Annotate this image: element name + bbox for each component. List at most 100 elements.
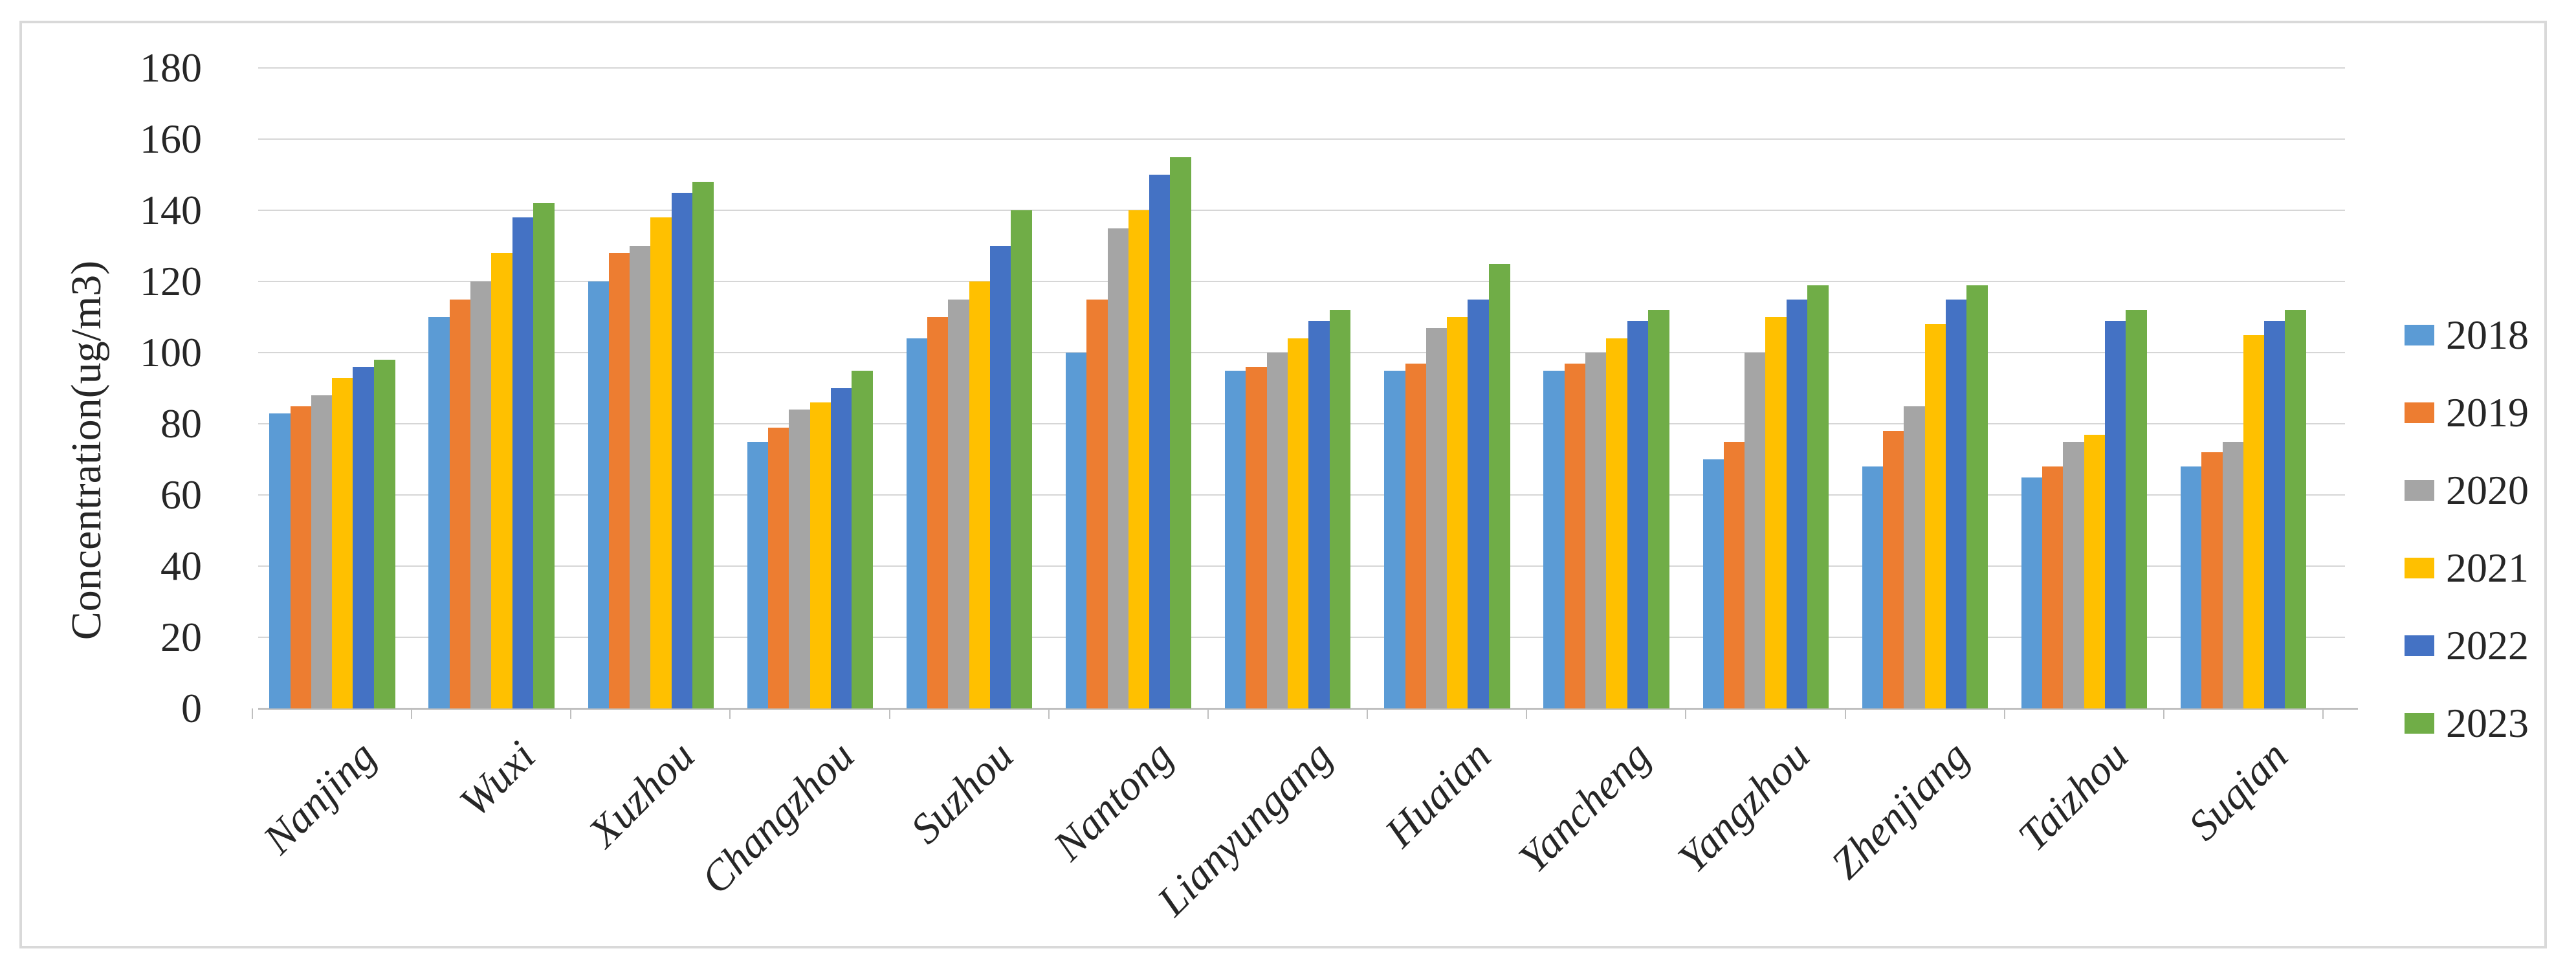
y-tick-label-40: 40 (160, 543, 202, 589)
bar-zhenjiang-2022 (1945, 299, 1967, 708)
bar-wuxi-2021 (491, 253, 513, 708)
bar-nanjing-2023 (373, 360, 395, 708)
bar-xuzhou-2019 (608, 253, 630, 708)
gridline-y-180 (258, 67, 2345, 69)
x-category-label-suqian: Suqian (2179, 732, 2297, 849)
bar-suqian-2018 (2181, 466, 2202, 708)
bar-suqian-2019 (2201, 452, 2223, 708)
x-axis-tick (570, 708, 572, 719)
bar-suqian-2023 (2285, 310, 2307, 708)
bar-nantong-2023 (1170, 157, 1192, 708)
gridline-y-120 (258, 281, 2345, 282)
bar-huaian-2021 (1447, 317, 1469, 708)
legend-label-2023: 2023 (2446, 700, 2529, 746)
bar-zhenjiang-2019 (1883, 431, 1904, 708)
x-category-label-huaian: Huaian (1376, 732, 1501, 857)
bar-suzhou-2020 (948, 299, 970, 708)
bar-yangzhou-2022 (1786, 299, 1808, 708)
y-tick-label-60: 60 (160, 472, 202, 518)
bar-lianyungang-2021 (1288, 338, 1309, 708)
bar-yancheng-2019 (1564, 363, 1586, 708)
bar-yancheng-2018 (1543, 370, 1565, 708)
legend-item-2022: 2022 (2405, 622, 2529, 668)
x-category-label-taizhou: Taizhou (2009, 732, 2138, 860)
legend-swatch-2022 (2405, 635, 2434, 656)
bar-wuxi-2022 (512, 217, 534, 708)
bar-lianyungang-2023 (1329, 310, 1351, 708)
bar-huaian-2022 (1468, 299, 1490, 708)
bar-xuzhou-2021 (650, 217, 672, 708)
y-tick-label-140: 140 (140, 187, 202, 233)
bar-huaian-2019 (1405, 363, 1427, 708)
x-axis-tick (1844, 708, 1846, 719)
gridline-y-140 (258, 210, 2345, 211)
legend-swatch-2021 (2405, 558, 2434, 578)
bar-xuzhou-2018 (588, 281, 610, 708)
x-axis-tick (2003, 708, 2005, 719)
bar-nanjing-2020 (311, 395, 333, 708)
legend-swatch-2020 (2405, 480, 2434, 501)
bar-nantong-2022 (1149, 175, 1171, 708)
legend-item-2018: 2018 (2405, 312, 2529, 358)
bar-nanjing-2018 (269, 413, 291, 708)
bar-yancheng-2021 (1606, 338, 1628, 708)
bar-changzhou-2018 (747, 441, 769, 708)
bar-yancheng-2022 (1627, 320, 1649, 708)
bar-taizhou-2021 (2084, 434, 2106, 708)
bar-yangzhou-2019 (1723, 441, 1745, 708)
bar-zhenjiang-2023 (1966, 285, 1988, 708)
x-axis-tick (1367, 708, 1369, 719)
bar-yangzhou-2018 (1702, 459, 1724, 708)
bar-lianyungang-2018 (1225, 370, 1246, 708)
legend: 2018 2019 2020 2021 2022 2023 (2405, 312, 2529, 746)
gridline-y-160 (258, 138, 2345, 140)
legend-item-2021: 2021 (2405, 547, 2529, 589)
bar-taizhou-2018 (2021, 477, 2043, 708)
chart-frame: Concentration(ug/m3) 0 20 40 60 80 100 120 140 1… (19, 21, 2547, 948)
x-category-label-zhenjiang: Zhenjiang (1822, 732, 1978, 888)
x-axis-tick (411, 708, 413, 719)
bar-yancheng-2023 (1647, 310, 1669, 708)
legend-label-2022: 2022 (2446, 622, 2529, 668)
y-tick-label-80: 80 (160, 400, 202, 446)
bar-suzhou-2022 (989, 246, 1011, 708)
bar-changzhou-2020 (789, 410, 811, 708)
y-tick-label-180: 180 (140, 45, 202, 91)
bar-huaian-2018 (1384, 370, 1406, 708)
bar-zhenjiang-2020 (1904, 406, 1926, 708)
bar-changzhou-2023 (852, 370, 873, 708)
bar-yangzhou-2023 (1807, 285, 1829, 708)
bar-changzhou-2019 (767, 427, 789, 708)
x-axis-tick (1526, 708, 1528, 719)
x-axis-tick (1685, 708, 1687, 719)
x-axis-tick (1048, 708, 1050, 719)
bar-taizhou-2019 (2042, 466, 2064, 708)
bar-suqian-2021 (2243, 334, 2265, 708)
legend-item-2023: 2023 (2405, 700, 2529, 746)
bar-nanjing-2021 (332, 377, 353, 708)
bar-changzhou-2022 (830, 388, 852, 708)
bar-nantong-2019 (1086, 299, 1108, 708)
x-axis-tick (2322, 708, 2324, 719)
x-category-label-xuzhou: Xuzhou (580, 732, 704, 857)
bar-suzhou-2021 (969, 281, 991, 708)
gridline-y-0 (258, 708, 2358, 710)
x-axis-tick (252, 708, 253, 719)
x-axis-tick (729, 708, 731, 719)
y-tick-label-120: 120 (140, 258, 202, 304)
bar-suzhou-2018 (906, 338, 928, 708)
y-tick-label-160: 160 (140, 116, 202, 162)
legend-label-2020: 2020 (2446, 467, 2529, 513)
legend-label-2018: 2018 (2446, 312, 2529, 358)
legend-swatch-2018 (2405, 325, 2434, 345)
bar-suzhou-2023 (1011, 210, 1033, 708)
y-tick-label-0: 0 (181, 685, 202, 731)
bar-nanjing-2022 (353, 367, 375, 708)
legend-swatch-2023 (2405, 713, 2434, 734)
bar-zhenjiang-2018 (1862, 466, 1884, 708)
legend-item-2020: 2020 (2405, 467, 2529, 513)
bar-yangzhou-2021 (1765, 317, 1787, 708)
bar-xuzhou-2020 (630, 246, 651, 708)
bar-nanjing-2019 (290, 406, 312, 708)
